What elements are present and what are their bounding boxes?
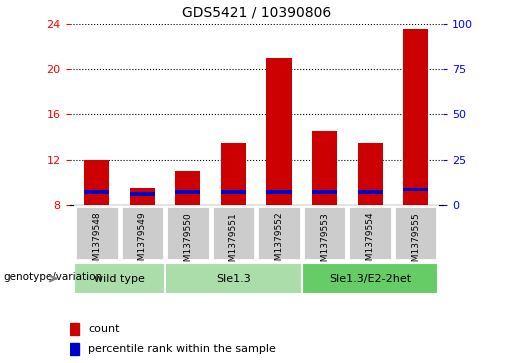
Text: count: count bbox=[88, 325, 119, 334]
Text: GSM1379551: GSM1379551 bbox=[229, 212, 238, 273]
Bar bbox=[394, 206, 437, 260]
Text: GSM1379550: GSM1379550 bbox=[183, 212, 193, 273]
Bar bbox=[302, 263, 438, 294]
Bar bbox=[312, 131, 337, 205]
Text: percentile rank within the sample: percentile rank within the sample bbox=[88, 344, 276, 354]
Bar bbox=[74, 263, 165, 294]
Bar bbox=[221, 190, 246, 194]
Bar bbox=[84, 190, 109, 194]
Bar bbox=[165, 263, 302, 294]
Text: GSM1379553: GSM1379553 bbox=[320, 212, 329, 273]
Bar bbox=[166, 206, 210, 260]
Bar bbox=[266, 190, 291, 194]
Bar bbox=[312, 190, 337, 194]
Text: GSM1379552: GSM1379552 bbox=[274, 212, 283, 273]
Bar bbox=[357, 190, 383, 194]
Text: GSM1379555: GSM1379555 bbox=[411, 212, 420, 273]
Bar bbox=[70, 323, 79, 335]
Bar bbox=[121, 206, 164, 260]
Title: GDS5421 / 10390806: GDS5421 / 10390806 bbox=[182, 6, 331, 20]
Bar bbox=[221, 143, 246, 205]
Bar bbox=[212, 206, 255, 260]
Bar bbox=[348, 206, 392, 260]
Bar bbox=[303, 206, 347, 260]
Bar bbox=[176, 190, 200, 194]
Text: GSM1379554: GSM1379554 bbox=[366, 212, 374, 273]
Text: Sle1.3/E2-2het: Sle1.3/E2-2het bbox=[329, 274, 411, 284]
Bar bbox=[84, 160, 109, 205]
Bar bbox=[357, 143, 383, 205]
Bar bbox=[266, 58, 291, 205]
Text: GSM1379548: GSM1379548 bbox=[92, 212, 101, 273]
Bar bbox=[257, 206, 301, 260]
Bar bbox=[403, 188, 428, 192]
Text: Sle1.3: Sle1.3 bbox=[216, 274, 251, 284]
Text: GSM1379549: GSM1379549 bbox=[138, 212, 147, 273]
Text: wild type: wild type bbox=[94, 274, 145, 284]
Text: genotype/variation: genotype/variation bbox=[3, 272, 102, 282]
Bar bbox=[403, 29, 428, 205]
Bar bbox=[70, 343, 79, 355]
Bar bbox=[130, 188, 155, 205]
Bar bbox=[130, 192, 155, 196]
Bar bbox=[75, 206, 118, 260]
Bar bbox=[176, 171, 200, 205]
